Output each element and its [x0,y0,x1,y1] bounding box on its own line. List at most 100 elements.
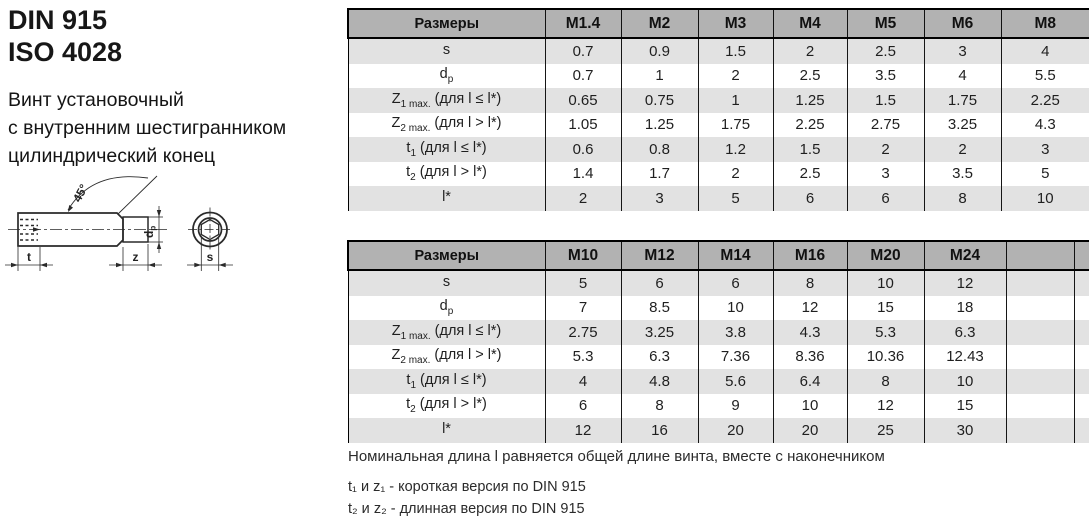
description-line: цилиндрический конец [8,145,216,168]
column-header: M2 [620,8,698,39]
cell: 2 [772,38,847,64]
cell: 0.65 [544,88,621,113]
cell: 5.3 [846,320,924,345]
empty-cell [1073,270,1089,296]
standard-title: DIN 915 ISO 4028 [8,4,122,69]
cell: 5.6 [697,369,773,394]
empty-cell [1073,393,1089,418]
cell: 3 [846,161,924,186]
column-header: M10 [544,240,621,271]
dimension-t: t [5,247,53,271]
cell: 2 [544,186,621,211]
dimension-z: z [109,244,162,271]
row-label: t2 (для l > l*) [347,161,545,186]
cell: 8 [772,270,847,296]
side-view: 45° [8,175,168,247]
empty-cell [1073,295,1089,320]
cell: 6 [544,393,621,418]
table-row: s 5 6 6 8 10 12 [347,270,1089,296]
cell: 0.7 [544,63,621,88]
point-diameter-label: dp [142,226,158,238]
column-header: M6 [923,8,1001,39]
cell: 18 [923,295,1006,320]
cell: 2.75 [846,112,924,137]
cell: 5.3 [544,344,621,369]
cell: 4 [544,369,621,394]
row-label: Z1 max. (для l ≤ l*) [347,88,545,113]
description-line: с внутренним шестигранником [8,117,287,140]
cell: 0.9 [620,38,698,64]
angle-label: 45° [70,182,91,205]
cell: 12.43 [923,344,1006,369]
cell: 1.75 [697,112,773,137]
row-label: t1 (для l ≤ l*) [347,369,545,394]
cell: 10 [1000,186,1089,211]
cell: 15 [846,295,924,320]
cell: 5.5 [1000,63,1089,88]
cell: 10 [846,270,924,296]
dimensions-table-small-sizes: Размеры M1.4 M2 M3 M4 M5 M6 M8 s 0.7 0.9 1.… [347,8,1089,211]
cell: 1.5 [697,38,773,64]
column-header: M5 [846,8,924,39]
cell: 6 [697,270,773,296]
row-label: Z1 max. (для l ≤ l*) [347,320,545,345]
row-label: t2 (для l > l*) [347,393,545,418]
dimensions-table-large-sizes: Размеры M10 M12 M14 M16 M20 M24 s 5 6 6 8 10 1… [347,240,1089,443]
empty-cell [1005,295,1074,320]
point-length-label: z [133,250,139,264]
column-header: M20 [846,240,924,271]
row-label: s [347,270,545,296]
cell: 12 [846,393,924,418]
cell: 8.36 [772,344,847,369]
standard-iso: ISO 4028 [8,37,123,68]
cell: 2.5 [846,38,924,64]
footnote-nominal-length: Номинальная длина l равняется общей длин… [348,448,885,465]
column-header: M1.4 [544,8,621,39]
empty-column-header [1005,240,1074,271]
footnote-short-version: t₁ и z₁ - короткая версия по DIN 915 [348,479,586,495]
cell: 1.5 [846,88,924,113]
cell: 0.8 [620,137,698,162]
row-label: dp [347,63,545,88]
cell: 1.7 [620,161,698,186]
footnote-long-version: t₂ и z₂ - длинная версия по DIN 915 [348,501,585,517]
cell: 2.5 [772,161,847,186]
cell: 3.8 [697,320,773,345]
empty-cell [1005,344,1074,369]
cell: 10 [772,393,847,418]
row-label: dp [347,295,545,320]
column-header: M8 [1000,8,1089,39]
row-label: l* [347,418,545,443]
cell: 10 [697,295,773,320]
cell: 6 [846,186,924,211]
cell: 4.3 [1000,112,1089,137]
empty-cell [1005,270,1074,296]
column-header: M14 [697,240,773,271]
row-label: t1 (для l ≤ l*) [347,137,545,162]
end-view [188,207,232,252]
cell: 10 [923,369,1006,394]
cell: 1.2 [697,137,773,162]
cell: 2 [697,161,773,186]
cell: 7.36 [697,344,773,369]
table-row: Z1 max. (для l ≤ l*) 0.65 0.75 1 1.25 1.5 1.75… [347,88,1089,113]
cell: 30 [923,418,1006,443]
cell: 2 [923,137,1001,162]
empty-cell [1005,393,1074,418]
cell: 2.5 [772,63,847,88]
cell: 12 [923,270,1006,296]
cell: 20 [772,418,847,443]
cell: 9 [697,393,773,418]
cell: 6.3 [923,320,1006,345]
cell: 2.25 [772,112,847,137]
cell: 8 [846,369,924,394]
chamfer-leader-line [117,175,158,215]
row-label: l* [347,186,545,211]
cell: 8 [620,393,698,418]
table-row: t2 (для l > l*) 6 8 9 10 12 15 [347,393,1089,418]
set-screw-technical-drawing: 45° t z dp s [5,175,233,271]
empty-cell [1005,320,1074,345]
cell: 3 [923,38,1001,64]
cell: 2.75 [544,320,621,345]
cell: 15 [923,393,1006,418]
